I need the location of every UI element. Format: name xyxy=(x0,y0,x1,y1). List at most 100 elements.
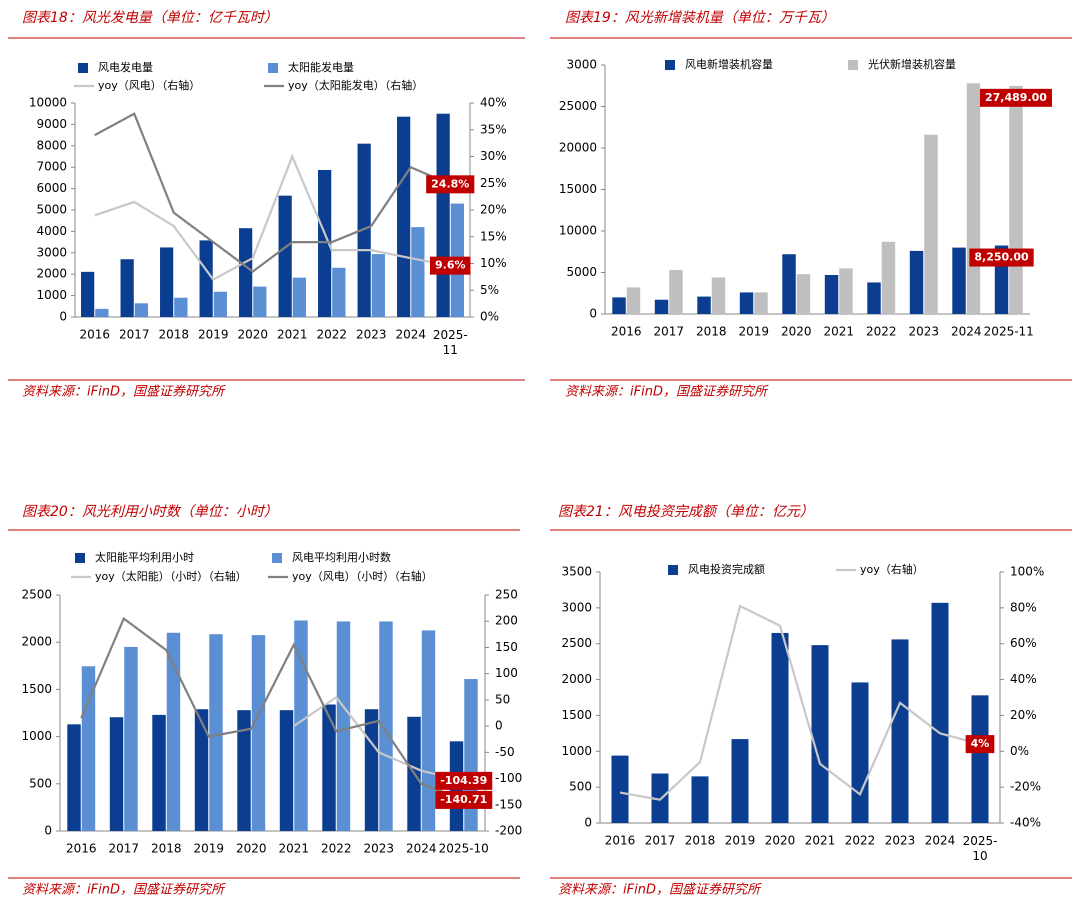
y2-tick-label: -150 xyxy=(495,797,522,811)
chart-title: 图表19：风光新增装机量（单位：万千瓦） xyxy=(565,10,835,26)
y2-tick-label: 200 xyxy=(495,614,518,628)
bar xyxy=(253,286,267,317)
value-label: 8,250.00 xyxy=(974,251,1029,264)
source: 资料来源：iFinD，国盛证券研究所 xyxy=(22,882,226,898)
bar xyxy=(731,739,749,823)
bar xyxy=(239,228,253,317)
x-tick-label: 2024 xyxy=(925,834,956,848)
y2-tick-label: 0% xyxy=(480,310,499,324)
y-tick-label: 3000 xyxy=(561,600,592,614)
x-tick-label: 2017 xyxy=(119,328,150,342)
line xyxy=(94,153,451,281)
bar xyxy=(839,268,853,314)
x-tick-label: 2018 xyxy=(685,834,716,848)
y2-tick-label: -40% xyxy=(1010,816,1041,830)
bar xyxy=(213,291,227,317)
y-tick-label: 3000 xyxy=(36,245,67,259)
y-tick-label: 10000 xyxy=(559,224,597,238)
bar xyxy=(278,195,292,317)
bar xyxy=(174,297,188,317)
value-label-box xyxy=(980,88,1052,107)
x-tick-label: 2022 xyxy=(321,842,352,856)
x-tick-label: 2018 xyxy=(151,842,182,856)
chart-title: 图表20：风光利用小时数（单位：小时） xyxy=(22,504,278,520)
y2-tick-label: 40% xyxy=(1010,672,1037,686)
y-tick-label: 1000 xyxy=(21,729,52,743)
x-tick-label: 2024 xyxy=(406,842,437,856)
x-tick-label: 2024 xyxy=(951,325,982,339)
x-tick-label: 2017 xyxy=(108,842,139,856)
bar xyxy=(209,634,223,831)
bar xyxy=(411,227,425,317)
bar xyxy=(379,621,393,831)
y-tick-label: 0 xyxy=(44,824,52,838)
source: 资料来源：iFinD，国盛证券研究所 xyxy=(558,882,762,898)
y2-tick-label: -20% xyxy=(1010,780,1041,794)
bar xyxy=(436,113,450,317)
legend-label: 风电平均利用小时数 xyxy=(292,551,391,564)
y-tick-label: 0 xyxy=(59,310,67,324)
x-tick-label: 2018 xyxy=(696,325,727,339)
bar xyxy=(851,682,869,823)
bar xyxy=(739,292,754,314)
y-tick-label: 2000 xyxy=(561,672,592,686)
bar xyxy=(109,717,124,831)
value-label-box xyxy=(426,175,475,194)
value-label-box xyxy=(969,248,1034,267)
line xyxy=(619,604,981,801)
bar xyxy=(322,704,336,831)
legend-label: yoy（风电）（右轴） xyxy=(98,78,200,92)
y-tick-label: 8000 xyxy=(36,138,67,152)
x-tick-label: 2017 xyxy=(645,834,676,848)
y2-tick-label: 20% xyxy=(1010,708,1037,722)
y-tick-label: 1000 xyxy=(36,288,67,302)
bar xyxy=(782,254,796,314)
y2-tick-label: 35% xyxy=(480,122,507,136)
y2-tick-label: -200 xyxy=(495,824,522,838)
bar xyxy=(81,271,95,317)
legend-label: 光伏新增装机容量 xyxy=(868,57,956,71)
value-label: 24.8% xyxy=(431,177,469,190)
bar xyxy=(931,602,949,823)
y2-tick-label: 10% xyxy=(480,256,507,270)
bar xyxy=(199,240,213,317)
bar xyxy=(357,143,371,317)
y-tick-label: 25000 xyxy=(559,99,597,113)
y-tick-label: 10000 xyxy=(29,96,67,110)
y-tick-label: 1500 xyxy=(561,708,592,722)
legend-swatch xyxy=(272,553,282,563)
line xyxy=(80,616,465,801)
bar xyxy=(796,274,811,314)
y-tick-label: 2000 xyxy=(36,267,67,281)
bar xyxy=(891,639,909,823)
x-tick-label: 2016 xyxy=(79,328,110,342)
value-label-box xyxy=(435,771,493,790)
bar xyxy=(134,303,148,317)
x-tick-label: 2023 xyxy=(363,842,394,856)
x-tick-label: 2020 xyxy=(237,328,268,342)
line xyxy=(94,112,451,273)
bar xyxy=(194,709,209,831)
bar xyxy=(711,277,726,314)
y-tick-label: 3500 xyxy=(561,565,592,579)
bar xyxy=(966,83,981,314)
bar xyxy=(318,169,332,317)
bar xyxy=(611,755,629,823)
bar xyxy=(397,116,411,317)
bar xyxy=(120,259,134,317)
y-tick-label: 0 xyxy=(584,816,592,830)
y-tick-label: 1000 xyxy=(561,744,592,758)
bar xyxy=(292,277,306,317)
y2-tick-label: 50 xyxy=(495,692,510,706)
legend-label: 太阳能发电量 xyxy=(288,60,354,74)
x-tick-label: 2022 xyxy=(316,328,347,342)
bar xyxy=(237,710,251,831)
value-label-box xyxy=(965,735,995,754)
legend-label: 风电新增装机容量 xyxy=(685,57,773,71)
legend-label: 风电投资完成额 xyxy=(688,562,765,576)
y2-tick-label: 250 xyxy=(495,588,518,602)
value-label: -140.71 xyxy=(440,793,487,806)
source: 资料来源：iFinD，国盛证券研究所 xyxy=(22,384,226,400)
y-tick-label: 20000 xyxy=(559,141,597,155)
y-tick-label: 2500 xyxy=(21,588,52,602)
